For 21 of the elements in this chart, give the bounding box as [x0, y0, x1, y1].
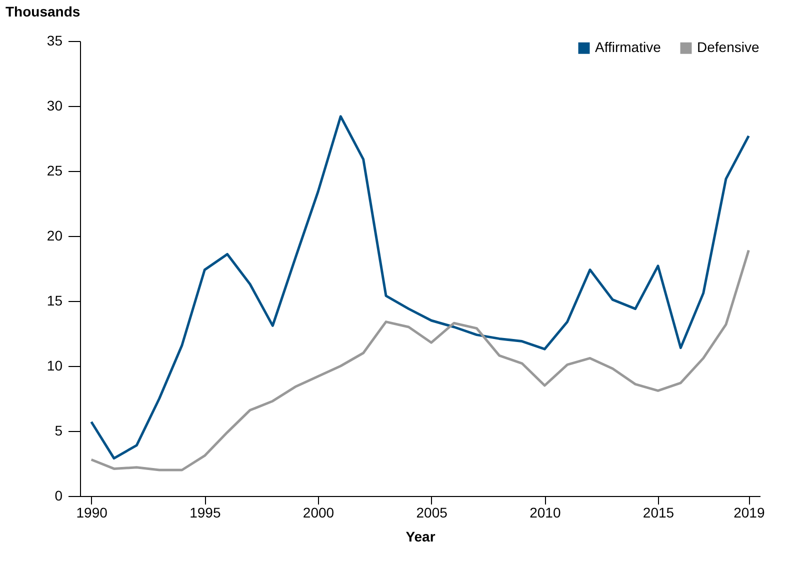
y-tick-label: 5 — [54, 422, 63, 438]
legend-label: Affirmative — [595, 39, 662, 56]
x-axis-title: Year — [406, 528, 436, 544]
line-series — [90, 115, 750, 460]
y-axis-title: Thousands — [6, 4, 80, 20]
y-tick-label: 10 — [46, 358, 63, 374]
x-tick-label: 1990 — [76, 504, 108, 520]
x-tick-label: 2000 — [302, 504, 334, 520]
y-tick-label: 15 — [46, 292, 63, 308]
x-tick-label: 2019 — [734, 504, 765, 520]
y-tick-label: 20 — [46, 228, 63, 244]
y-tick-label: 0 — [54, 488, 63, 504]
y-tick-label: 35 — [46, 32, 63, 48]
y-tick-label: 30 — [46, 98, 63, 114]
line-series — [90, 249, 750, 472]
x-tick-label: 2005 — [416, 504, 448, 520]
y-tick-label: 25 — [46, 162, 63, 178]
x-tick-label: 2010 — [530, 504, 561, 520]
x-tick-label: 1995 — [190, 504, 221, 520]
x-tick-label: 2015 — [642, 504, 674, 520]
legend-label: Defensive — [697, 39, 760, 56]
